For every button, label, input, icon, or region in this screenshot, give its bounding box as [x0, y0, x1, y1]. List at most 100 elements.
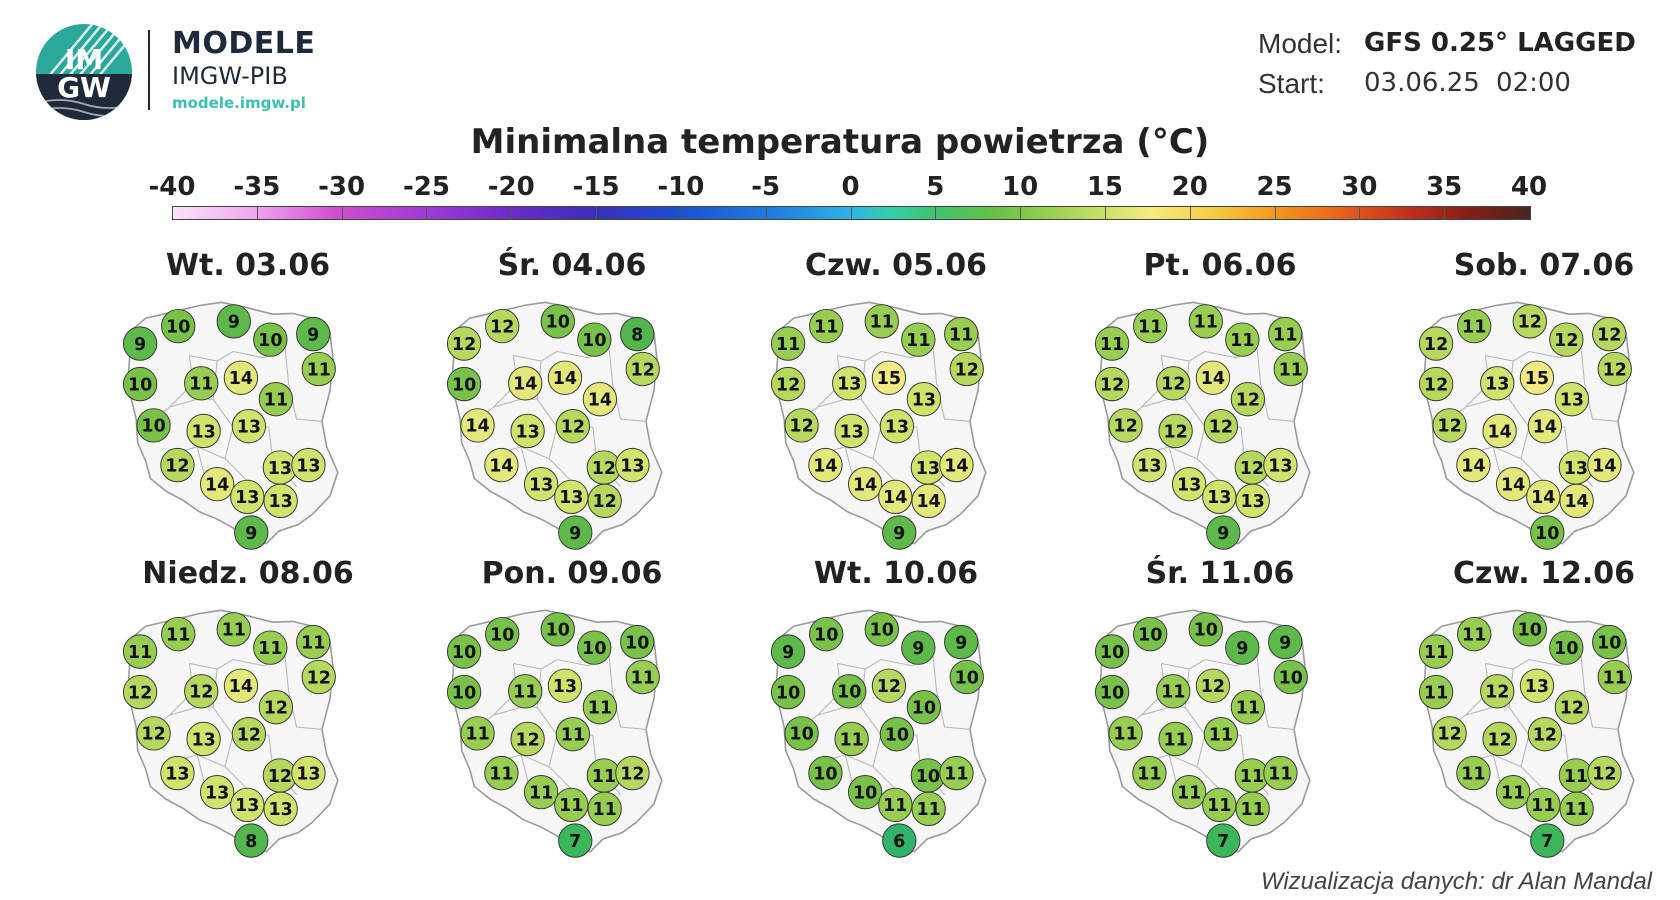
- station-value: 10: [546, 313, 570, 333]
- station-value: 13: [268, 459, 292, 479]
- station-value-marker: 11: [1108, 716, 1143, 751]
- station-value: 12: [264, 699, 288, 719]
- station-circle: [1094, 634, 1130, 669]
- station-value-marker: 10: [808, 755, 843, 791]
- station-circle: [901, 322, 936, 357]
- station-value-marker: 14: [808, 447, 843, 483]
- station-value: 9: [307, 325, 319, 345]
- station-value-marker: 13: [262, 450, 298, 485]
- station-value: 14: [1564, 492, 1588, 512]
- station-value-marker: 11: [1418, 674, 1454, 710]
- region-border: [1493, 446, 1522, 460]
- station-circle: [1203, 717, 1239, 752]
- station-value-marker: 11: [1418, 634, 1454, 669]
- station-value: 13: [1177, 476, 1201, 496]
- station-circle: [1559, 483, 1594, 518]
- station-value: 12: [1113, 417, 1137, 437]
- station-circle: [901, 630, 936, 665]
- station-circle: [296, 316, 331, 352]
- station-value: 12: [1518, 313, 1542, 333]
- station-value-marker: 11: [911, 791, 946, 826]
- station-value-marker: 10: [1512, 612, 1547, 647]
- station-value-marker: 12: [258, 690, 294, 725]
- station-value: 10: [452, 683, 476, 703]
- station-circle: [199, 466, 235, 502]
- station-circle: [484, 755, 519, 791]
- station-value-marker: 12: [231, 717, 267, 752]
- station-value: 10: [258, 331, 282, 351]
- station-value: 12: [1240, 459, 1264, 479]
- station-circle: [1482, 721, 1517, 757]
- logo-title: MODELE: [172, 26, 316, 61]
- station-value: 11: [189, 375, 213, 395]
- station-circle: [808, 755, 843, 791]
- station-circle: [784, 408, 819, 443]
- station-value-marker: 11: [1456, 755, 1491, 791]
- station-circle: [1188, 612, 1223, 647]
- station-circle: [1094, 674, 1130, 710]
- region-border: [197, 446, 226, 460]
- station-circle: [253, 630, 288, 665]
- station-value: 10: [916, 767, 940, 787]
- station-value-marker: 11: [1202, 787, 1237, 823]
- station-circle: [122, 634, 158, 669]
- scale-tick-label: 40: [1510, 172, 1548, 202]
- forecast-day-panel: Śr. 11.06 10 10 10 9 9 10 10 11 11 12 11 11 11 11 11 11 1…: [1055, 556, 1385, 866]
- station-circle: [1132, 447, 1167, 483]
- station-value: 10: [870, 621, 894, 641]
- station-value-marker: 11: [1132, 755, 1167, 791]
- station-value: 14: [813, 456, 837, 476]
- station-circle: [558, 515, 593, 550]
- station-circle: [1108, 716, 1143, 751]
- station-circle: [122, 366, 158, 402]
- station-circle: [1587, 447, 1622, 483]
- station-value-marker: 13: [263, 791, 298, 826]
- station-value: 13: [515, 422, 539, 442]
- station-value-marker: 13: [291, 447, 326, 483]
- station-value: 10: [490, 625, 514, 645]
- station-circle: [882, 823, 917, 858]
- station-circle: [577, 630, 612, 665]
- station-circle: [879, 717, 915, 752]
- station-circle: [577, 322, 612, 357]
- visualization-credit: Wizualizacja danych: dr Alan Mandal: [1260, 868, 1652, 895]
- station-value: 9: [1217, 524, 1229, 544]
- station-circle: [223, 360, 259, 395]
- scale-tick-label: 15: [1086, 172, 1124, 202]
- station-value: 11: [1137, 764, 1161, 784]
- station-value: 12: [268, 767, 292, 787]
- station-value: 12: [1161, 375, 1185, 395]
- station-circle: [1549, 322, 1584, 357]
- station-value: 14: [465, 417, 489, 437]
- station-value: 13: [165, 764, 189, 784]
- station-value: 11: [949, 325, 973, 345]
- station-circle: [949, 351, 984, 387]
- station-value-marker: 12: [1195, 668, 1231, 703]
- station-value-marker: 13: [879, 409, 915, 444]
- station-circle: [555, 409, 591, 444]
- station-value-marker: 10: [784, 716, 819, 751]
- station-circle: [808, 447, 843, 483]
- scale-tick-label: 20: [1171, 172, 1208, 202]
- station-circle: [1171, 774, 1207, 810]
- station-value: 11: [559, 796, 583, 816]
- station-value: 11: [814, 317, 838, 337]
- station-value-marker: 13: [160, 755, 195, 791]
- station-circle: [508, 366, 543, 401]
- station-value-marker: 11: [582, 690, 618, 725]
- station-circle: [1597, 659, 1632, 695]
- station-value-marker: 13: [1263, 447, 1298, 483]
- station-value: 10: [452, 375, 476, 395]
- station-value: 12: [592, 459, 616, 479]
- station-value-marker: 14: [1456, 447, 1491, 483]
- station-value-marker: 11: [161, 616, 196, 652]
- scale-tick-mark: [765, 206, 767, 220]
- forecast-day-panel: Pon. 09.06 10 10 10 10 10 11 10 11 11 13 11 12 11 11 11…: [407, 556, 737, 866]
- station-circle: [186, 721, 221, 757]
- logo-url[interactable]: modele.imgw.pl: [172, 94, 306, 112]
- station-circle: [1530, 515, 1565, 550]
- station-value-marker: 11: [864, 304, 899, 339]
- station-value-marker: 12: [1418, 326, 1454, 361]
- station-value: 13: [529, 476, 553, 496]
- station-value-marker: 14: [223, 360, 259, 395]
